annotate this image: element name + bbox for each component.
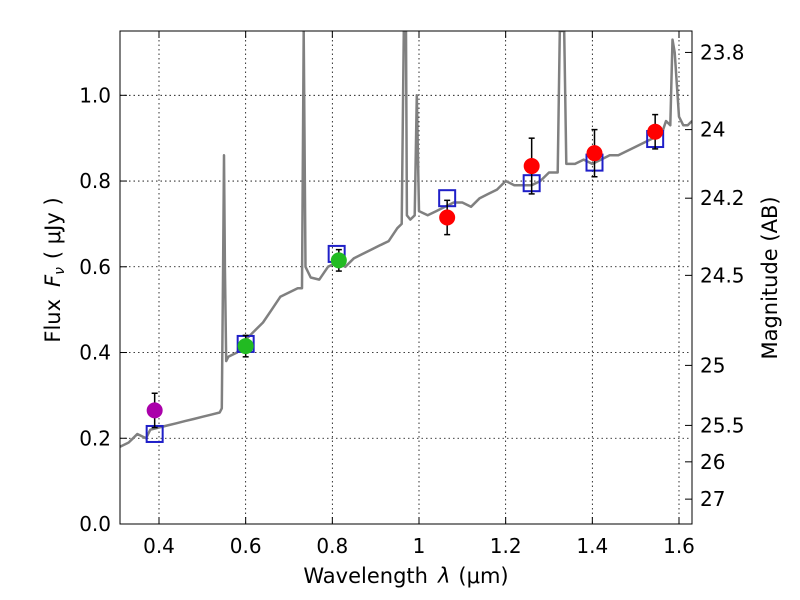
y2-tick-label: 24.5 xyxy=(700,263,745,287)
y2-tick-label: 24.2 xyxy=(700,186,745,210)
y2-tick-label: 27 xyxy=(700,487,725,511)
observed-photometry-point xyxy=(330,252,347,269)
observed-photometry-point xyxy=(647,123,664,140)
x-axis-label-unit: (μm) xyxy=(458,564,508,588)
y2-tick-label: 26 xyxy=(700,450,725,474)
y2-tick-label: 24 xyxy=(700,118,725,142)
spectrum-layer xyxy=(120,31,692,448)
y2-tick-label: 25.5 xyxy=(700,413,745,437)
y2-axis-label: Magnitude (AB) xyxy=(758,196,782,359)
y-axis-label-subscript: ν xyxy=(52,267,68,275)
y-axis-label-text: Flux xyxy=(41,299,65,343)
y-tick-label: 0.8 xyxy=(79,169,111,193)
y2-tick-label: 25 xyxy=(700,353,725,377)
y-axis-label-symbol: F xyxy=(41,274,65,287)
observed-photometry-point xyxy=(523,158,540,175)
x-tick-label: 1.4 xyxy=(576,534,608,558)
axis-ticks: 0.4 0.6 0.8 1 1.2 1.4 1.6 0.0 0.2 0.4 0.6 0.8 1.0 23.… xyxy=(79,31,745,558)
marker-layer xyxy=(145,113,665,443)
y-axis-label-unit: ( μJy ) xyxy=(41,197,65,259)
y2-tick-label: 23.8 xyxy=(700,40,745,64)
plot-frame xyxy=(119,30,693,525)
observed-photometry-point xyxy=(439,209,456,226)
observed-photometry-point xyxy=(146,402,163,419)
y-tick-label: 0.0 xyxy=(79,512,111,536)
y-tick-label: 1.0 xyxy=(79,83,111,107)
x-tick-label: 0.8 xyxy=(316,534,348,558)
y-tick-label: 0.4 xyxy=(79,341,111,365)
spectrum-line xyxy=(120,31,692,448)
x-axis-label: Wavelength λ (μm) xyxy=(303,564,508,588)
y-axis-label: Flux Fν ( μJy ) xyxy=(41,197,68,342)
x-tick-label: 0.4 xyxy=(143,534,175,558)
x-tick-label: 1.6 xyxy=(663,534,695,558)
observed-photometry-point xyxy=(237,338,254,355)
y-tick-label: 0.6 xyxy=(79,255,111,279)
x-tick-label: 0.6 xyxy=(230,534,262,558)
y-tick-label: 0.2 xyxy=(79,426,111,450)
x-tick-label: 1.2 xyxy=(490,534,522,558)
x-tick-label: 1 xyxy=(413,534,426,558)
x-axis-label-text: Wavelength xyxy=(303,564,428,588)
observed-photometry-point xyxy=(586,145,603,162)
grid-lines xyxy=(120,31,692,525)
x-axis-label-symbol: λ xyxy=(437,564,450,588)
